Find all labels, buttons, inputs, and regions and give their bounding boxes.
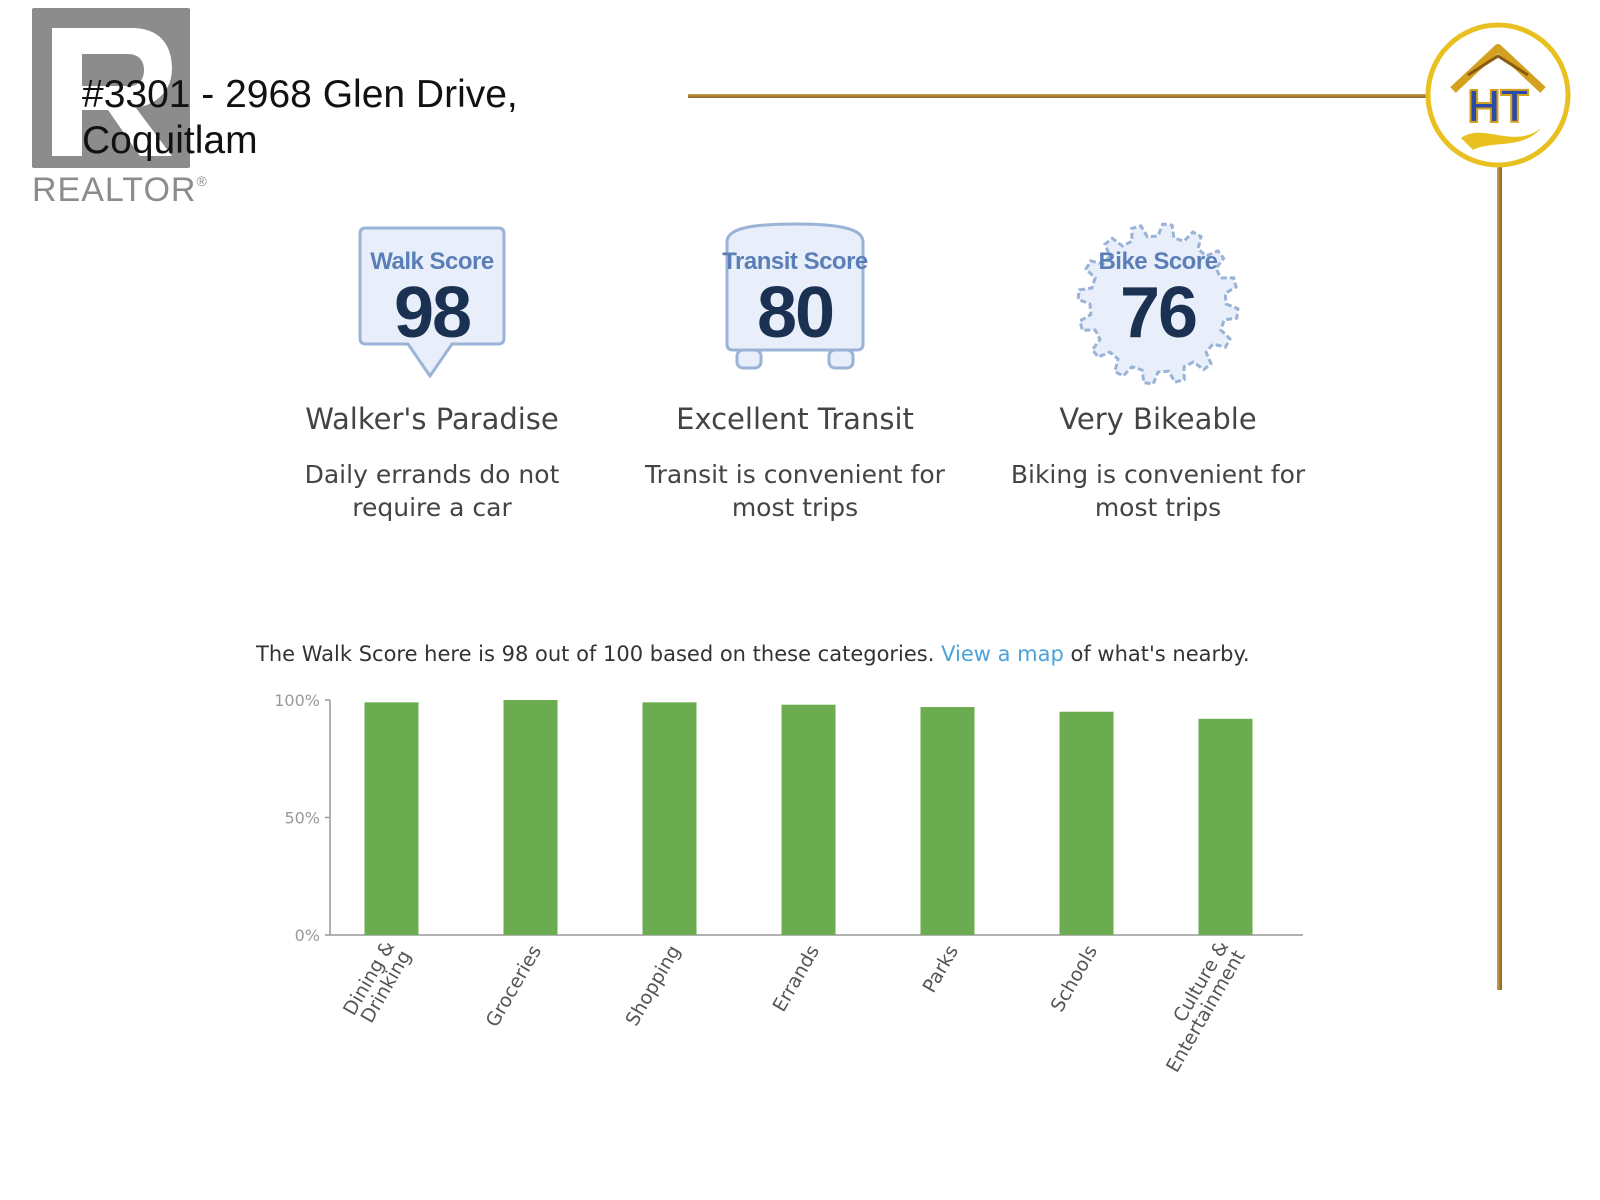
walk-score-title: Walk Score	[370, 248, 494, 275]
x-category-label: Errands	[768, 942, 824, 1016]
x-category-label-line: Schools	[1046, 942, 1102, 1016]
bike-score-value: 76	[1119, 273, 1198, 353]
walk-score-value: 98	[393, 273, 472, 353]
bike-score-description: Biking is convenient for most trips	[1010, 460, 1306, 522]
x-category-label-line: Errands	[768, 942, 824, 1016]
transit-score-label: Excellent Transit	[676, 402, 914, 436]
category-bar-chart: 0% 50% 100% Dining &Drinking Groceries Shoppi…	[274, 691, 1303, 1076]
walk-badge-shape-icon	[358, 226, 506, 379]
x-category-label: Dining &Drinking	[339, 937, 416, 1027]
bike-score-title: Bike Score	[1098, 248, 1218, 275]
x-category-label-line: Parks	[918, 942, 963, 997]
walk-score-description: Daily errands do not require a car	[304, 460, 560, 522]
summary-text-before: The Walk Score here is 98 out of 100 bas…	[256, 642, 942, 666]
realtor-r-icon	[32, 8, 190, 168]
transit-score-title: Transit Score	[722, 248, 868, 275]
view-map-link[interactable]: View a map	[941, 642, 1064, 666]
address-line-2: Coquitlam	[82, 119, 258, 162]
chart-bar	[1059, 711, 1114, 935]
bike-score-badge: Bike Score 76	[1068, 220, 1248, 390]
y-tick-label: 0%	[295, 926, 320, 945]
property-address: #3301 - 2968 Glen Drive, Coquitlam	[82, 72, 518, 164]
registered-mark: ®	[196, 173, 208, 189]
chart-bar	[781, 704, 836, 935]
x-category-label: Parks	[918, 942, 963, 997]
x-category-label: Groceries	[482, 942, 546, 1031]
chart-bar	[920, 707, 975, 935]
walk-score-summary: The Walk Score here is 98 out of 100 bas…	[256, 642, 1250, 666]
bus-badge-shape-icon	[725, 222, 865, 370]
walk-score-section: Walk Score 98 Walker's Paradise Daily er…	[257, 220, 607, 524]
transit-score-description: Transit is convenient for most trips	[645, 460, 945, 522]
transit-score-badge: Transit Score 80	[705, 220, 885, 390]
walk-score-badge: Walk Score 98	[342, 220, 522, 390]
chart-bar	[364, 702, 419, 935]
y-tick-label: 50%	[284, 809, 320, 828]
bike-score-label: Very Bikeable	[1059, 402, 1257, 436]
realtor-logo: REALTOR®	[32, 8, 207, 209]
x-category-label-line: Shopping	[621, 942, 685, 1030]
gear-badge-shape-icon	[1076, 222, 1240, 386]
summary-text-after: of what's nearby.	[1063, 642, 1250, 666]
chart-bar	[503, 700, 558, 935]
walk-score-label: Walker's Paradise	[305, 402, 559, 436]
company-logo-text: HT	[1467, 80, 1528, 132]
realtor-logo-text: REALTOR	[32, 171, 197, 209]
chart-bar	[1198, 718, 1253, 935]
address-line-1: #3301 - 2968 Glen Drive,	[82, 73, 518, 116]
transit-score-section: Transit Score 80 Excellent Transit Trans…	[620, 220, 970, 524]
gold-divider-horizontal	[688, 94, 1428, 98]
x-category-label: Shopping	[621, 942, 685, 1030]
chart-bar	[642, 702, 697, 935]
company-logo: HT	[1423, 20, 1573, 170]
gold-divider-vertical	[1497, 160, 1502, 990]
y-tick-label: 100%	[274, 691, 320, 710]
x-category-label: Culture &Entertainment	[1162, 937, 1250, 1076]
x-category-label: Schools	[1046, 942, 1102, 1016]
x-category-label-line: Groceries	[482, 942, 546, 1031]
transit-score-value: 80	[756, 273, 835, 353]
bike-score-section: Bike Score 76 Very Bikeable Biking is co…	[983, 220, 1333, 524]
